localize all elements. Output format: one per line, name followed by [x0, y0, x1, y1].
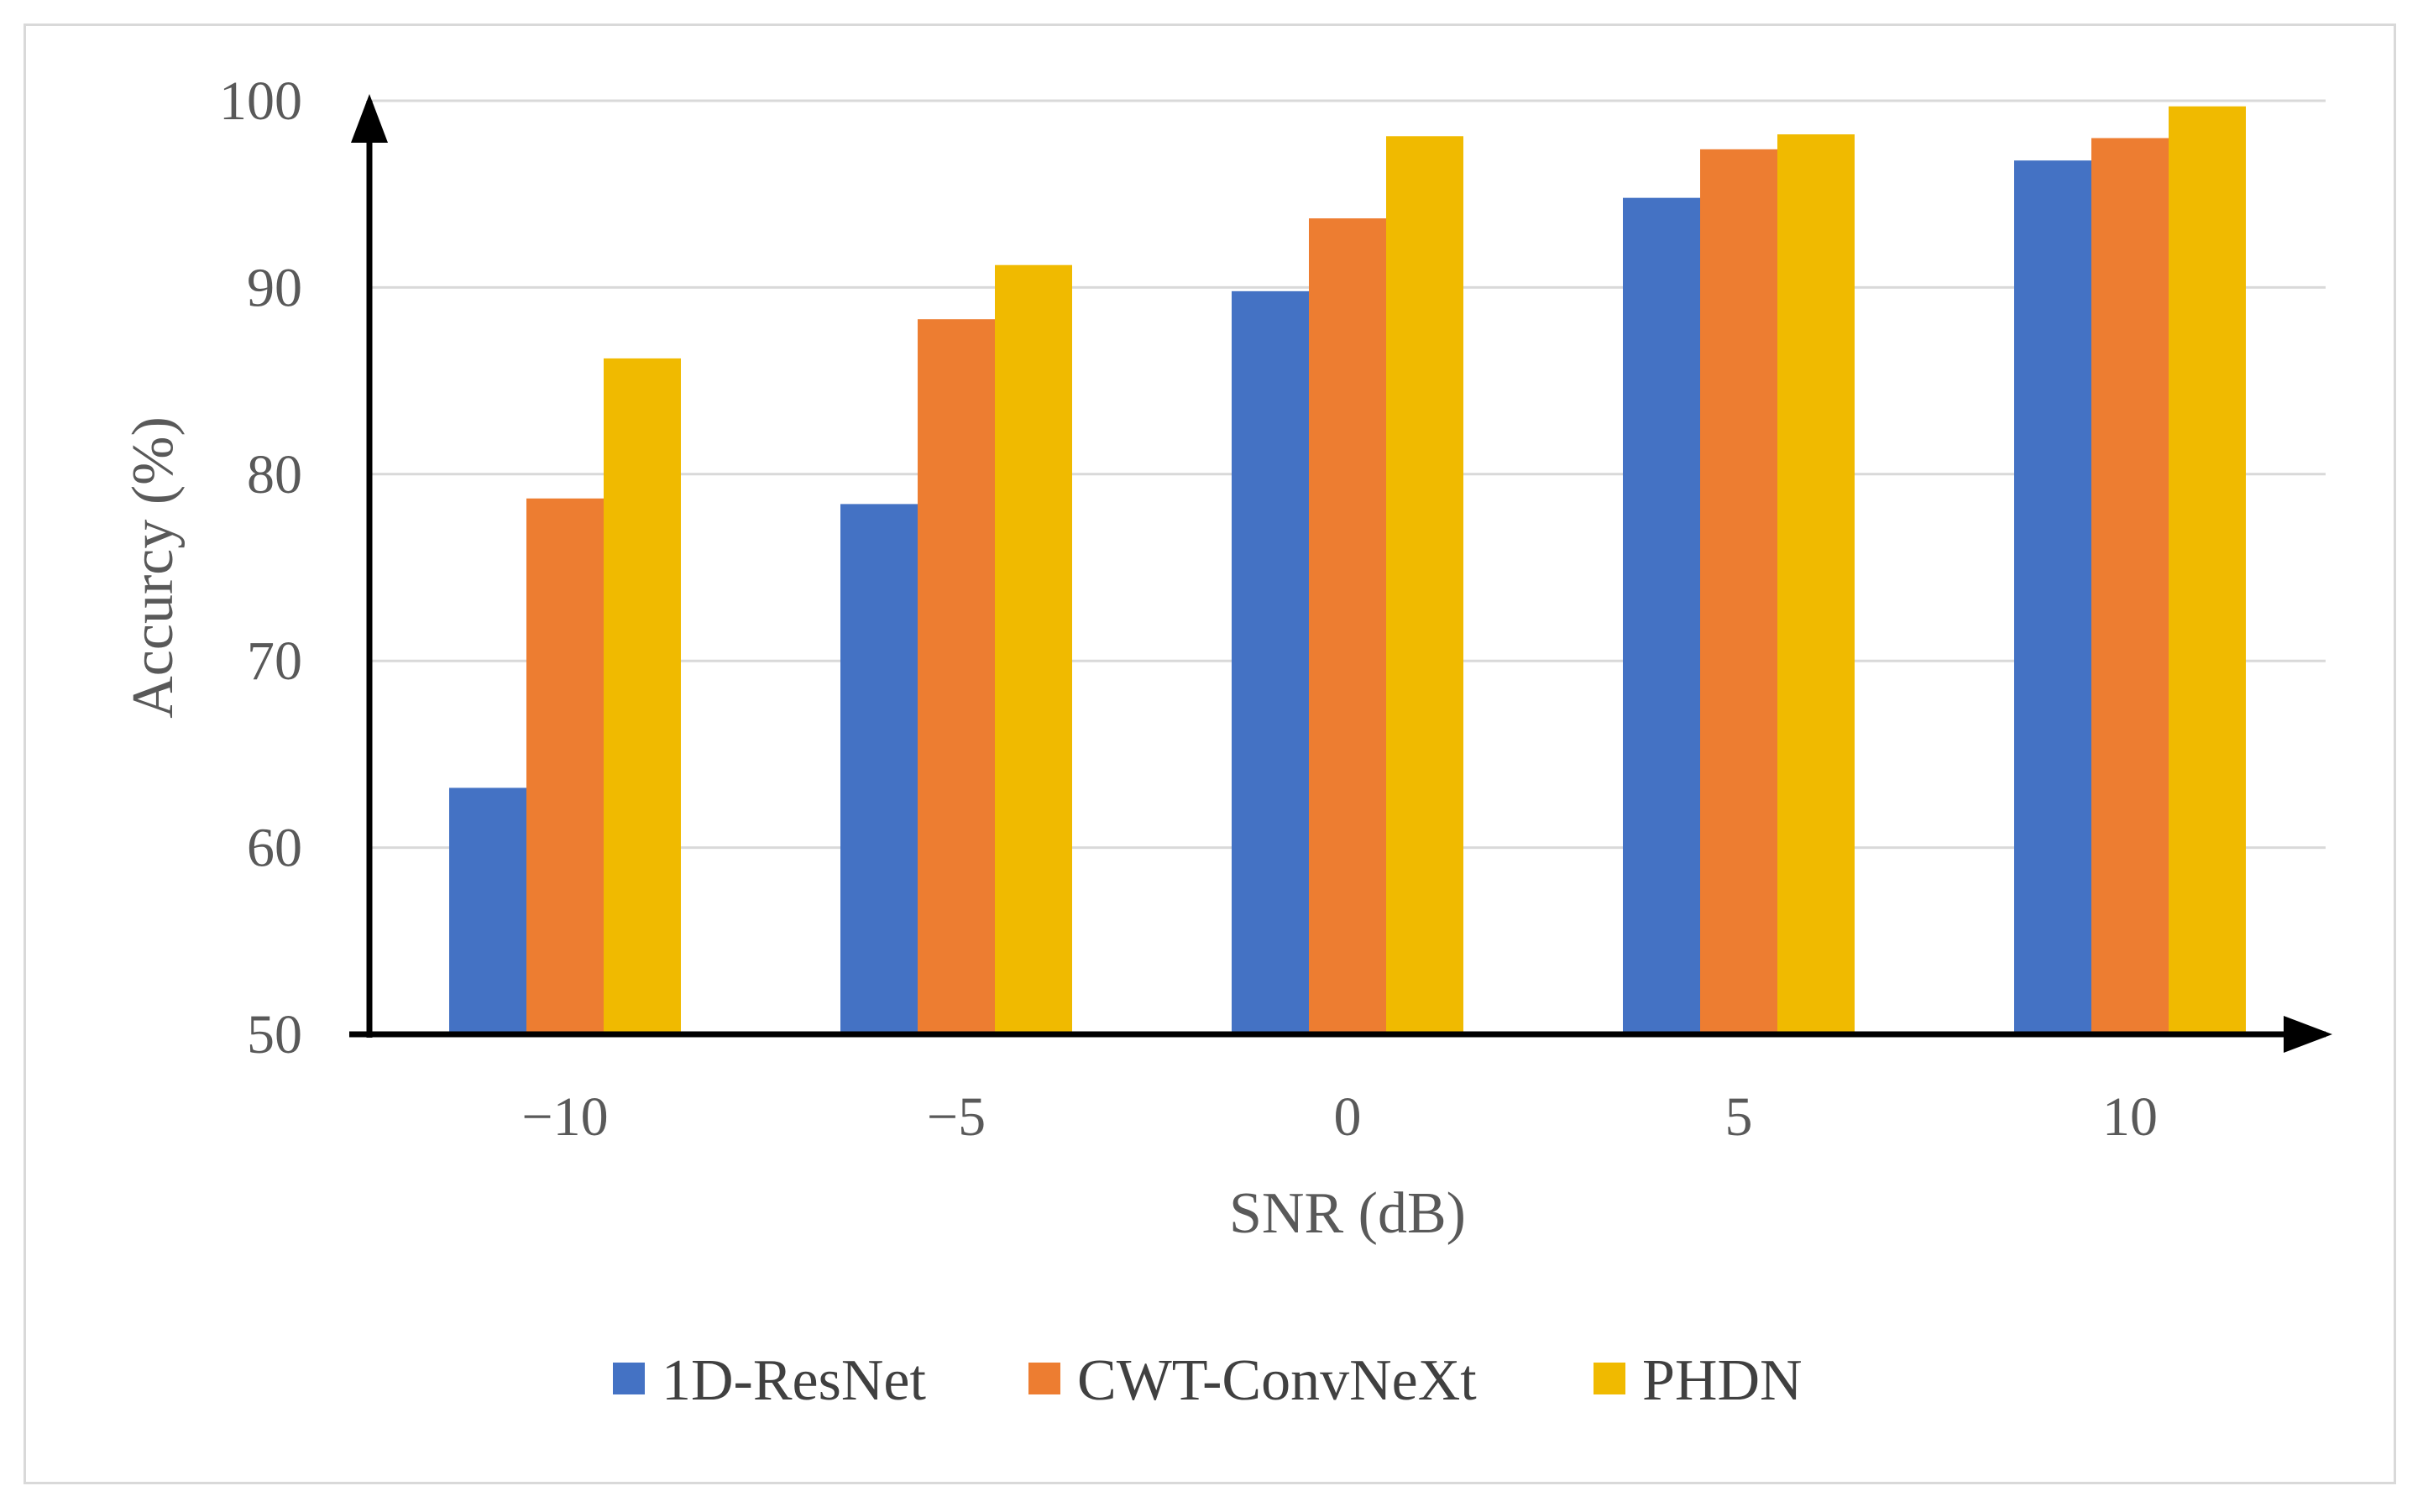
bar-phdn-1 — [995, 264, 1072, 1034]
bar-phdn-2 — [1386, 136, 1463, 1035]
bar-phdn-4 — [2169, 106, 2246, 1034]
x-tick-label: 0 — [1334, 1086, 1362, 1148]
x-tick-labels: −10 −5 0 5 10 — [521, 1086, 2158, 1148]
bar-phdn-0 — [604, 358, 681, 1034]
bar-1d-resnet-1 — [840, 504, 918, 1034]
y-tick-label: 60 — [247, 818, 302, 879]
bar-phdn-3 — [1777, 134, 1855, 1035]
y-axis-title: Accurcy (%) — [121, 416, 186, 719]
x-tick-label: −5 — [927, 1086, 986, 1148]
bar-1d-resnet-4 — [2014, 160, 2091, 1035]
chart-frame — [24, 24, 2396, 1484]
bar-cwt-convnext-4 — [2091, 138, 2169, 1035]
bar-cwt-convnext-0 — [526, 498, 604, 1034]
x-tick-label: −10 — [521, 1086, 608, 1148]
bar-1d-resnet-0 — [449, 787, 526, 1034]
legend-swatch — [1028, 1363, 1060, 1394]
axes — [349, 94, 2332, 1053]
x-axis-arrowhead — [2284, 1016, 2332, 1053]
bar-1d-resnet-2 — [1232, 290, 1309, 1034]
x-axis-title: SNR (dB) — [1229, 1181, 1466, 1246]
legend: 1D-ResNet CWT-ConvNeXt PHDN — [613, 1348, 1803, 1413]
bar-cwt-convnext-3 — [1700, 149, 1777, 1035]
legend-label: 1D-ResNet — [662, 1348, 926, 1413]
legend-swatch — [1594, 1363, 1625, 1394]
y-axis-arrowhead — [351, 94, 388, 143]
bar-cwt-convnext-2 — [1309, 218, 1386, 1034]
legend-label: CWT-ConvNeXt — [1077, 1348, 1477, 1413]
bar-1d-resnet-3 — [1623, 197, 1700, 1034]
y-tick-label: 90 — [247, 257, 302, 318]
x-tick-label: 5 — [1725, 1086, 1753, 1148]
legend-swatch — [613, 1363, 645, 1394]
legend-item: 1D-ResNet — [613, 1348, 926, 1413]
y-tick-label: 70 — [247, 630, 302, 692]
y-tick-label: 100 — [219, 71, 302, 132]
legend-label: PHDN — [1642, 1348, 1803, 1413]
y-tick-label: 80 — [247, 444, 302, 505]
bars — [449, 106, 2246, 1035]
legend-item: PHDN — [1594, 1348, 1803, 1413]
x-tick-label: 10 — [2102, 1086, 2158, 1148]
y-tick-labels: 50 60 70 80 90 100 — [219, 71, 302, 1065]
bar-cwt-convnext-1 — [918, 319, 995, 1034]
y-tick-label: 50 — [247, 1004, 302, 1065]
legend-item: CWT-ConvNeXt — [1028, 1348, 1477, 1413]
